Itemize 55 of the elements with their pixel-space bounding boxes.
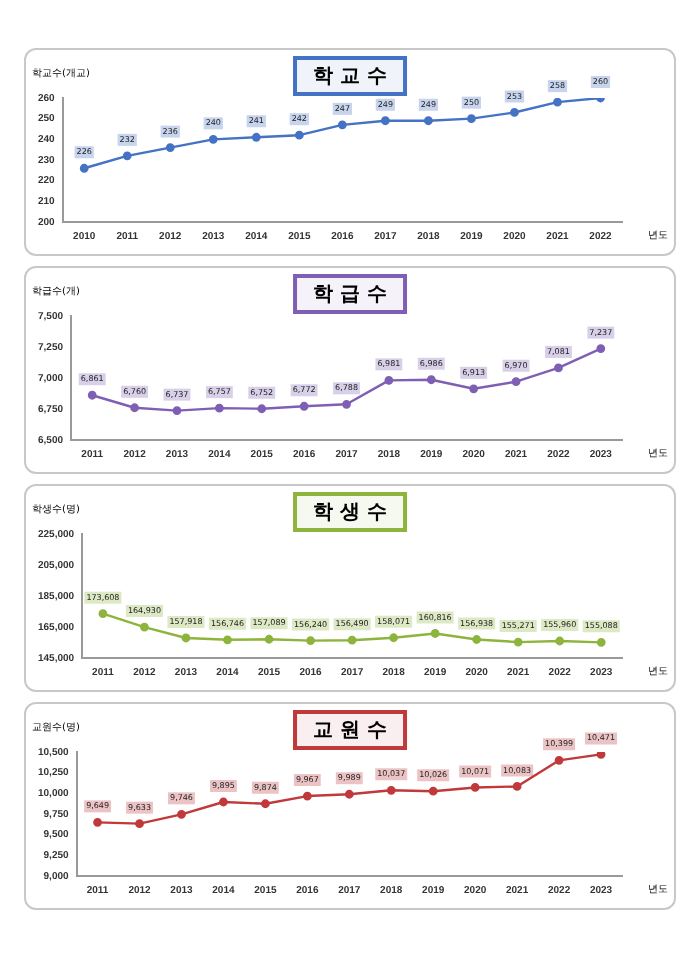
point	[380, 116, 390, 126]
point	[511, 377, 521, 387]
point	[172, 406, 182, 416]
point	[512, 782, 522, 791]
point	[470, 783, 480, 792]
point	[342, 399, 351, 409]
point	[260, 799, 270, 809]
point	[208, 134, 218, 144]
point	[347, 635, 357, 645]
point	[87, 390, 97, 400]
point	[430, 629, 440, 638]
point	[219, 797, 228, 807]
chart-title: 학 급 수	[293, 274, 407, 314]
point	[135, 819, 144, 829]
point	[299, 401, 309, 411]
point	[467, 114, 476, 124]
point	[302, 791, 312, 801]
point	[510, 108, 519, 117]
point	[177, 809, 186, 819]
point	[596, 752, 606, 759]
point	[257, 404, 267, 414]
point	[426, 375, 436, 385]
point	[337, 120, 347, 130]
point	[122, 151, 132, 161]
point	[389, 633, 398, 643]
point	[306, 636, 315, 645]
point	[469, 384, 479, 394]
point	[251, 132, 261, 142]
point	[79, 163, 89, 173]
point	[596, 344, 606, 354]
chart-title: 학 교 수	[293, 56, 407, 96]
point	[472, 635, 482, 644]
point	[596, 637, 606, 647]
point	[98, 609, 108, 619]
point	[553, 98, 562, 107]
point	[93, 817, 102, 827]
point	[386, 785, 396, 795]
point	[130, 403, 139, 413]
point	[264, 634, 274, 644]
point	[513, 637, 523, 647]
point	[423, 116, 433, 126]
point	[554, 755, 564, 765]
chart-title: 학 생 수	[293, 492, 407, 532]
point	[344, 789, 354, 799]
point	[214, 403, 224, 413]
chart-title: 교 원 수	[293, 710, 407, 750]
point	[140, 622, 149, 632]
point	[223, 635, 232, 645]
point	[555, 636, 565, 646]
point	[181, 633, 191, 643]
point	[165, 143, 175, 152]
point	[428, 786, 438, 796]
point	[384, 375, 394, 385]
point	[294, 130, 304, 140]
point	[554, 363, 563, 373]
